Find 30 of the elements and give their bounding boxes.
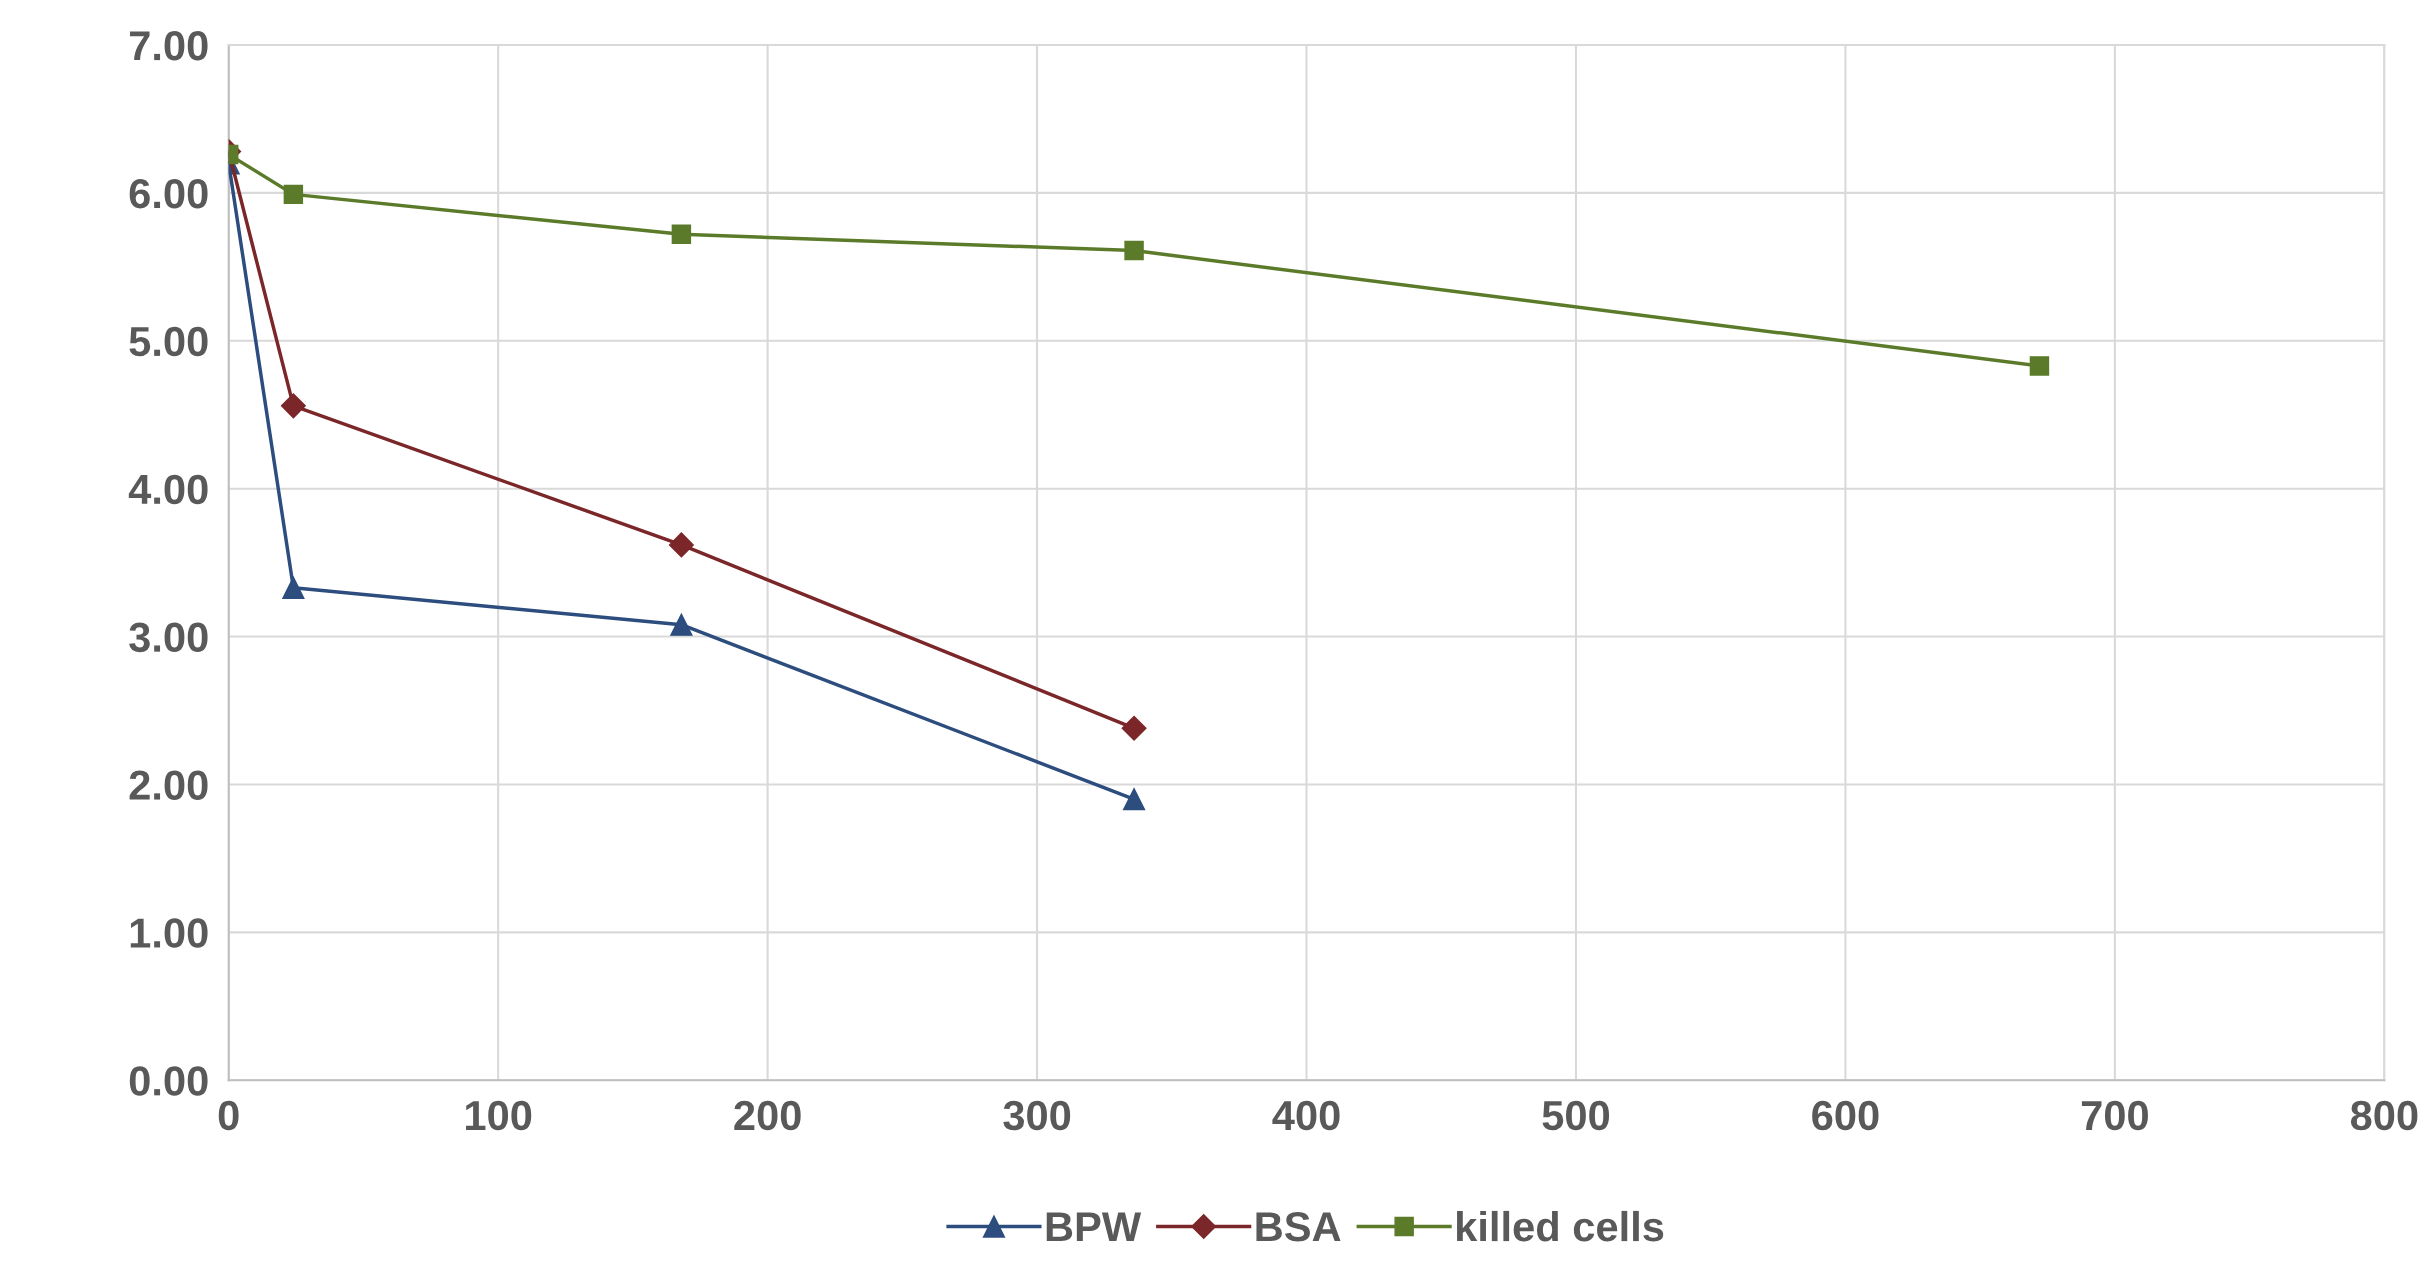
point [670, 613, 693, 636]
x-tick-label: 600 [1812, 1100, 1879, 1131]
x-tick-label: 200 [734, 1100, 801, 1131]
legend-label: BSA [1256, 1212, 1341, 1242]
y-tick-label: 2.00 [129, 770, 208, 800]
x-tick-label: 400 [1272, 1100, 1340, 1131]
x-tick-label: 100 [466, 1100, 532, 1131]
x-tick-label: 300 [1003, 1100, 1071, 1131]
y-tick-label: 5.00 [129, 326, 208, 357]
x-tick-label: 700 [2081, 1100, 2148, 1131]
point [282, 576, 305, 599]
point [671, 224, 692, 245]
y-tick-label: 4.00 [128, 474, 208, 505]
legend-label: killed cells [1457, 1210, 1664, 1242]
y-tick-label: 1.00 [130, 918, 208, 948]
point [1124, 240, 1144, 261]
x-tick-label: 0 [218, 1100, 239, 1131]
x-tick-label: 800 [2350, 1100, 2418, 1131]
point [1122, 788, 1146, 811]
point [280, 393, 306, 419]
point [283, 184, 304, 205]
point [668, 532, 694, 558]
x-tick-label: 500 [1542, 1100, 1610, 1131]
y-tick-label: 7.00 [129, 31, 208, 61]
legend-label: BPW [1046, 1212, 1142, 1242]
y-tick-label: 0.00 [129, 1066, 208, 1096]
point [2029, 356, 2050, 376]
y-tick-label: 3.00 [129, 622, 208, 653]
y-tick-label: 6.00 [129, 178, 208, 209]
point [1121, 715, 1147, 741]
